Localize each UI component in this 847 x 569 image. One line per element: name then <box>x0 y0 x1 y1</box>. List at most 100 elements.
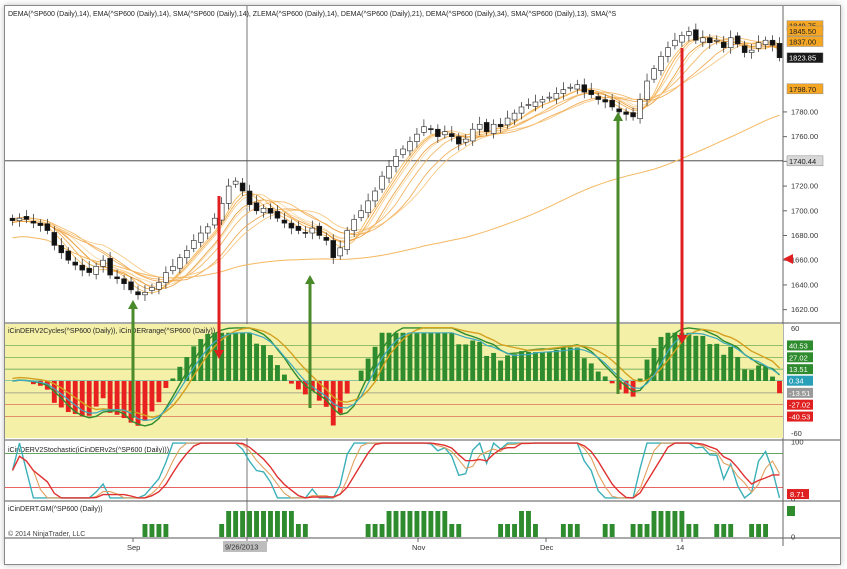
cycles-histogram-bar <box>302 381 308 395</box>
cycles-histogram-bar <box>65 381 71 413</box>
cycles-histogram-bar <box>707 344 713 381</box>
cycles-histogram-bar <box>449 332 455 381</box>
price-y-tick-label: 1640.00 <box>791 280 818 289</box>
candle-body <box>309 227 316 234</box>
candle-body <box>232 180 239 185</box>
candle-body <box>358 210 364 218</box>
cycles-level-label-box <box>787 375 813 386</box>
candle-body <box>449 133 455 137</box>
gm-bar <box>379 524 385 537</box>
x-axis-label: Sep <box>127 543 140 552</box>
cycles-histogram-bar <box>323 381 329 407</box>
candle-body <box>281 219 288 224</box>
candle-body <box>142 292 148 296</box>
cycles-histogram-bar <box>560 347 566 381</box>
cycles-histogram-bar <box>275 365 280 381</box>
cycles-histogram-bar <box>588 363 594 381</box>
candle-body <box>93 266 99 275</box>
candle-body <box>741 45 748 53</box>
gm-bar <box>728 524 734 537</box>
cycles-histogram-bar <box>491 352 497 381</box>
candle-body <box>204 226 211 234</box>
candle-body <box>714 39 720 42</box>
gm-bar <box>435 511 441 537</box>
gm-last-label-box <box>787 506 795 516</box>
cycles-level-label-text: 13.51 <box>789 365 808 374</box>
gm-bar <box>226 511 232 537</box>
watermark-text: © 2014 NinjaTrader, LLC <box>8 530 85 538</box>
candle-body <box>170 266 176 272</box>
candle-body <box>239 182 246 192</box>
cycles-histogram-bar <box>553 349 559 381</box>
candle-body <box>658 56 664 71</box>
cycles-histogram-bar <box>637 378 643 381</box>
moving-average-line <box>12 42 780 282</box>
candle-body <box>107 258 113 276</box>
candle-body <box>44 223 51 231</box>
candle-body <box>414 133 420 142</box>
cycles-histogram-bar <box>484 355 490 381</box>
price-label-box <box>786 155 824 167</box>
gm-bar <box>651 511 657 537</box>
candle-body <box>407 141 413 152</box>
cycles-histogram-bar <box>498 360 504 381</box>
gm-bar <box>247 511 253 537</box>
gm-bar <box>686 524 692 537</box>
candle-body <box>490 123 497 134</box>
cycles-histogram-bar <box>100 381 106 399</box>
gm-bar <box>240 511 246 537</box>
gm-bar <box>142 524 148 537</box>
candle-body <box>149 287 155 291</box>
candle-body <box>379 175 385 190</box>
gm-bar <box>421 511 427 537</box>
candle-body <box>191 240 197 249</box>
candle-body <box>344 230 350 251</box>
gm-bar <box>749 524 755 537</box>
gm-bar <box>763 524 769 537</box>
candle-body <box>100 259 106 267</box>
cycles-histogram-bar <box>114 381 120 415</box>
cycles-histogram-bar <box>735 356 741 381</box>
gm-bar <box>630 524 636 537</box>
cycles-histogram-bar <box>728 346 734 381</box>
candle-body <box>23 216 30 220</box>
cycles-histogram-bar <box>539 352 545 381</box>
red-arrow-head <box>214 350 224 359</box>
gm-bar <box>268 511 273 537</box>
candle-body <box>330 240 336 259</box>
gm-y-tick-label: 0 <box>791 533 795 542</box>
gm-bar <box>679 511 685 537</box>
gm-bar <box>665 511 671 537</box>
candle-body <box>581 84 588 93</box>
cycles-histogram-bar <box>714 343 720 381</box>
gm-bar <box>275 511 280 537</box>
chart-canvas[interactable]: DEMA(^SP600 (Daily),14), EMA(^SP600 (Dai… <box>5 6 840 564</box>
cycles-level-label: -13.51 <box>787 387 813 398</box>
price-label-box <box>786 52 824 63</box>
cycles-level-label-box <box>787 340 813 351</box>
gm-bar <box>163 524 169 537</box>
price-label: 1837.00 <box>786 36 824 47</box>
candle-body <box>693 29 699 41</box>
cycles-histogram-bar <box>658 336 664 381</box>
cycles-histogram-bar <box>212 332 218 381</box>
moving-average-line <box>12 39 780 290</box>
gm-bar <box>442 511 448 537</box>
cycles-level-label-text: 0.34 <box>789 377 804 386</box>
cycles-histogram-bar <box>149 381 155 412</box>
cycles-histogram-bar <box>198 339 204 381</box>
candle-body <box>351 219 357 231</box>
cycles-histogram-bar <box>156 381 162 403</box>
candle-body <box>393 156 399 167</box>
candle-body <box>546 96 553 99</box>
price-y-tick-label: 1780.00 <box>791 107 818 116</box>
cycles-histogram-bar <box>574 347 580 381</box>
price-y-tick-label: 1680.00 <box>791 231 818 240</box>
candle-body <box>421 126 427 133</box>
candle-body <box>700 37 706 43</box>
cycles-level-label-box <box>787 352 813 363</box>
cycles-level-label-box <box>787 411 813 422</box>
stochastic-line <box>11 442 780 499</box>
price-label: 1798.70 <box>786 83 824 95</box>
candle-body <box>37 222 44 226</box>
